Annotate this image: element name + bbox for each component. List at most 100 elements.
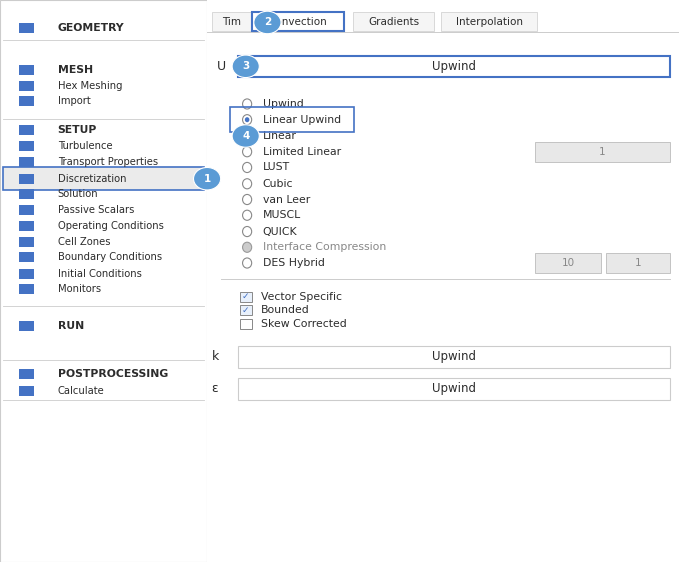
FancyBboxPatch shape bbox=[238, 56, 669, 77]
FancyBboxPatch shape bbox=[19, 221, 34, 231]
FancyBboxPatch shape bbox=[240, 305, 252, 315]
Text: MESH: MESH bbox=[58, 65, 93, 75]
Ellipse shape bbox=[242, 194, 252, 205]
Text: Convection: Convection bbox=[268, 17, 327, 26]
FancyBboxPatch shape bbox=[19, 269, 34, 279]
Text: Bounded: Bounded bbox=[261, 305, 310, 315]
Text: van Leer: van Leer bbox=[263, 194, 310, 205]
Text: U: U bbox=[217, 60, 225, 73]
FancyBboxPatch shape bbox=[19, 141, 34, 151]
Ellipse shape bbox=[242, 179, 252, 189]
FancyBboxPatch shape bbox=[19, 23, 34, 33]
Ellipse shape bbox=[242, 99, 252, 109]
Text: Hex Meshing: Hex Meshing bbox=[58, 81, 122, 91]
FancyBboxPatch shape bbox=[238, 378, 669, 400]
Text: Upwind: Upwind bbox=[432, 60, 475, 73]
FancyBboxPatch shape bbox=[3, 167, 204, 190]
FancyBboxPatch shape bbox=[238, 346, 669, 368]
Text: 2: 2 bbox=[263, 17, 271, 28]
Ellipse shape bbox=[242, 242, 252, 252]
Text: ε: ε bbox=[212, 382, 219, 396]
FancyBboxPatch shape bbox=[240, 319, 252, 329]
Text: DES Hybrid: DES Hybrid bbox=[263, 258, 325, 268]
Text: Initial Conditions: Initial Conditions bbox=[58, 269, 142, 279]
FancyBboxPatch shape bbox=[19, 125, 34, 135]
FancyBboxPatch shape bbox=[19, 189, 34, 199]
Circle shape bbox=[194, 167, 221, 190]
Text: Calculate: Calculate bbox=[58, 386, 105, 396]
Text: Passive Scalars: Passive Scalars bbox=[58, 205, 134, 215]
Text: Cell Zones: Cell Zones bbox=[58, 237, 110, 247]
Text: Limited Linear: Limited Linear bbox=[263, 147, 341, 157]
Text: Import: Import bbox=[58, 96, 90, 106]
Text: Linear: Linear bbox=[263, 131, 297, 141]
Text: 3: 3 bbox=[242, 61, 249, 71]
Text: Upwind: Upwind bbox=[432, 350, 475, 364]
Ellipse shape bbox=[242, 131, 252, 141]
Ellipse shape bbox=[242, 258, 252, 268]
FancyBboxPatch shape bbox=[19, 369, 34, 379]
FancyBboxPatch shape bbox=[0, 0, 207, 562]
FancyBboxPatch shape bbox=[441, 12, 537, 31]
Text: POSTPROCESSING: POSTPROCESSING bbox=[58, 369, 168, 379]
FancyBboxPatch shape bbox=[19, 81, 34, 91]
Ellipse shape bbox=[242, 147, 252, 157]
FancyBboxPatch shape bbox=[535, 142, 669, 162]
Text: 1: 1 bbox=[634, 258, 641, 268]
Ellipse shape bbox=[242, 162, 252, 173]
Text: LUST: LUST bbox=[263, 162, 290, 173]
Text: RUN: RUN bbox=[58, 321, 84, 331]
FancyBboxPatch shape bbox=[212, 12, 252, 31]
FancyBboxPatch shape bbox=[353, 12, 434, 31]
Text: Vector Specific: Vector Specific bbox=[261, 292, 342, 302]
Text: 1: 1 bbox=[599, 147, 606, 157]
Text: Solution: Solution bbox=[58, 189, 98, 199]
Text: ✓: ✓ bbox=[242, 306, 249, 315]
FancyBboxPatch shape bbox=[606, 253, 669, 273]
Text: Turbulence: Turbulence bbox=[58, 141, 112, 151]
Text: Interpolation: Interpolation bbox=[456, 17, 523, 26]
Text: Monitors: Monitors bbox=[58, 284, 101, 294]
FancyBboxPatch shape bbox=[19, 96, 34, 106]
Ellipse shape bbox=[242, 115, 252, 125]
Text: Operating Conditions: Operating Conditions bbox=[58, 221, 164, 231]
FancyBboxPatch shape bbox=[19, 321, 34, 331]
Text: GEOMETRY: GEOMETRY bbox=[58, 23, 124, 33]
Text: Discretization: Discretization bbox=[58, 174, 126, 184]
Circle shape bbox=[232, 55, 259, 78]
Text: Upwind: Upwind bbox=[263, 99, 304, 109]
FancyBboxPatch shape bbox=[19, 284, 34, 294]
FancyBboxPatch shape bbox=[19, 205, 34, 215]
Circle shape bbox=[232, 125, 259, 147]
Text: Linear Upwind: Linear Upwind bbox=[263, 115, 341, 125]
Text: Cubic: Cubic bbox=[263, 179, 293, 189]
FancyBboxPatch shape bbox=[19, 386, 34, 396]
Text: 10: 10 bbox=[562, 258, 574, 268]
FancyBboxPatch shape bbox=[19, 65, 34, 75]
Text: 4: 4 bbox=[242, 131, 249, 141]
FancyBboxPatch shape bbox=[19, 252, 34, 262]
Text: Skew Corrected: Skew Corrected bbox=[261, 319, 347, 329]
Text: Boundary Conditions: Boundary Conditions bbox=[58, 252, 162, 262]
Text: Tim: Tim bbox=[222, 17, 241, 26]
Text: MUSCL: MUSCL bbox=[263, 210, 301, 220]
FancyBboxPatch shape bbox=[19, 157, 34, 167]
Text: Upwind: Upwind bbox=[432, 382, 475, 396]
FancyBboxPatch shape bbox=[252, 12, 344, 31]
FancyBboxPatch shape bbox=[535, 253, 601, 273]
Text: Interface Compression: Interface Compression bbox=[263, 242, 386, 252]
FancyBboxPatch shape bbox=[19, 174, 34, 184]
Text: 1: 1 bbox=[204, 174, 210, 184]
Text: Gradients: Gradients bbox=[368, 17, 419, 26]
Text: Transport Properties: Transport Properties bbox=[58, 157, 158, 167]
FancyBboxPatch shape bbox=[240, 292, 252, 302]
FancyBboxPatch shape bbox=[19, 237, 34, 247]
Ellipse shape bbox=[245, 117, 249, 122]
Text: ✓: ✓ bbox=[242, 292, 249, 301]
Text: QUICK: QUICK bbox=[263, 226, 297, 237]
Ellipse shape bbox=[242, 226, 252, 237]
Text: SETUP: SETUP bbox=[58, 125, 97, 135]
Circle shape bbox=[254, 11, 281, 34]
FancyBboxPatch shape bbox=[207, 0, 679, 562]
Text: k: k bbox=[212, 350, 219, 364]
